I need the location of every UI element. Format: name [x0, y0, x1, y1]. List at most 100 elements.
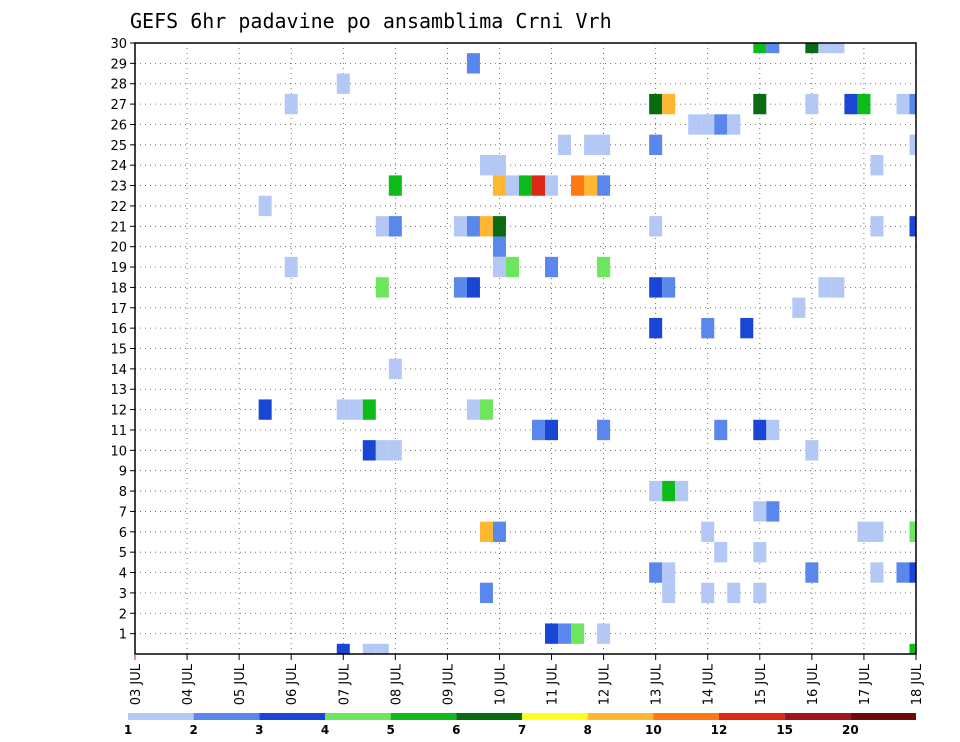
precip-cell	[844, 93, 858, 115]
precip-cell	[701, 582, 715, 604]
precip-cell	[909, 134, 916, 156]
precip-cell	[336, 73, 350, 94]
precip-cell	[532, 419, 546, 441]
precip-cell	[375, 643, 389, 654]
y-tick-label: 12	[110, 404, 127, 419]
x-tick-label: 09 JUL	[441, 663, 456, 705]
precip-cell	[453, 277, 467, 298]
precip-cell	[805, 440, 819, 461]
precip-cell	[662, 582, 676, 604]
y-tick-label: 13	[110, 383, 127, 398]
precip-cell	[479, 582, 493, 604]
y-tick-label: 22	[110, 200, 127, 215]
color-scale-swatch	[456, 713, 522, 720]
precip-cell	[453, 216, 467, 237]
precip-cell	[857, 521, 871, 542]
precip-cell	[336, 643, 350, 654]
y-tick-label: 15	[110, 343, 127, 358]
precipitation-cells	[258, 43, 916, 654]
precip-cell	[505, 256, 519, 278]
precip-cell	[492, 175, 506, 196]
precip-cell	[870, 155, 884, 176]
color-scale-label: 5	[386, 723, 394, 737]
precip-cell	[584, 175, 598, 196]
precip-cell	[831, 277, 845, 298]
precip-cell	[518, 175, 533, 196]
y-tick-label: 28	[110, 78, 127, 93]
x-tick-label: 11 JUL	[546, 663, 561, 705]
y-tick-label: 3	[119, 587, 127, 602]
precip-cell	[753, 541, 767, 563]
y-tick-label: 5	[119, 546, 127, 561]
y-tick-label: 7	[119, 505, 127, 520]
x-tick-label: 18 JUL	[910, 663, 925, 705]
precip-cell	[492, 256, 506, 278]
y-tick-label: 21	[110, 220, 127, 235]
precip-cell	[597, 623, 611, 644]
precip-cell	[662, 562, 676, 583]
precip-cell	[571, 623, 585, 644]
color-scale-swatch	[719, 713, 785, 720]
precip-cell	[479, 399, 493, 420]
precip-cell	[909, 93, 916, 115]
precip-cell	[284, 256, 298, 278]
color-scale-swatch	[522, 713, 588, 720]
precip-cell	[466, 216, 480, 237]
y-tick-label: 6	[119, 526, 127, 541]
precip-cell	[375, 440, 389, 461]
precip-cell	[545, 419, 559, 441]
y-tick-label: 20	[110, 241, 127, 256]
precip-cell	[714, 419, 728, 441]
y-axis: 1234567891011121314151617181920212223242…	[110, 37, 135, 643]
y-tick-label: 16	[110, 322, 127, 337]
precip-cell	[362, 643, 376, 654]
y-tick-label: 29	[110, 57, 127, 72]
precip-cell	[688, 114, 702, 135]
precip-cell	[388, 216, 402, 237]
precip-cell	[545, 175, 559, 196]
color-scale-swatch	[587, 713, 654, 720]
color-scale-label: 20	[842, 723, 859, 737]
precip-cell	[492, 236, 506, 257]
precip-cell	[675, 480, 689, 502]
color-scale-label: 15	[776, 723, 793, 737]
precip-cell	[258, 195, 272, 217]
x-tick-label: 14 JUL	[702, 663, 717, 705]
precip-cell	[649, 562, 663, 583]
precip-cell	[766, 43, 780, 54]
precip-cell	[805, 93, 819, 115]
color-scale-label: 7	[518, 723, 526, 737]
precip-cell	[792, 297, 806, 318]
x-tick-label: 13 JUL	[650, 663, 665, 705]
precip-cell	[896, 93, 910, 115]
chart-title: GEFS 6hr padavine po ansamblima Crni Vrh	[130, 9, 612, 33]
precip-cell	[649, 216, 663, 237]
precip-cell	[545, 256, 559, 278]
y-tick-label: 26	[110, 118, 127, 133]
x-tick-label: 16 JUL	[806, 663, 821, 705]
precip-cell	[740, 317, 754, 339]
y-tick-label: 2	[119, 607, 127, 622]
color-scale-label: 1	[124, 723, 132, 737]
y-tick-label: 18	[110, 281, 127, 296]
precip-cell	[818, 277, 832, 298]
y-tick-label: 1	[119, 628, 127, 643]
color-scale-swatch	[193, 713, 260, 720]
y-tick-label: 30	[110, 37, 127, 52]
y-tick-label: 9	[119, 465, 127, 480]
x-tick-label: 06 JUL	[285, 663, 300, 705]
precip-cell	[649, 277, 663, 298]
y-tick-label: 23	[110, 180, 127, 195]
precip-cell	[753, 501, 767, 522]
precip-cell	[362, 440, 376, 461]
precip-cell	[388, 358, 402, 380]
x-tick-label: 05 JUL	[233, 663, 248, 705]
precip-cell	[649, 317, 663, 339]
x-tick-label: 04 JUL	[181, 663, 196, 705]
y-tick-label: 17	[110, 302, 127, 317]
precip-cell	[466, 277, 480, 298]
x-tick-label: 12 JUL	[598, 663, 613, 705]
y-tick-label: 14	[110, 363, 127, 378]
precip-cell	[479, 216, 493, 237]
